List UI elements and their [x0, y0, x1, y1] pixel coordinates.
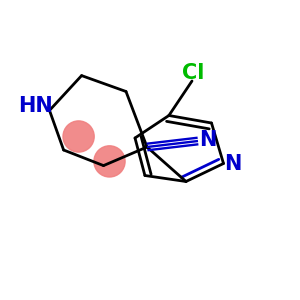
Circle shape	[63, 121, 94, 152]
Text: HN: HN	[19, 96, 53, 116]
Circle shape	[94, 146, 125, 177]
Text: N: N	[224, 154, 241, 174]
Text: Cl: Cl	[182, 63, 205, 82]
Text: N: N	[199, 130, 217, 150]
